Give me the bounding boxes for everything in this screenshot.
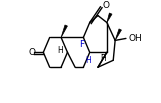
Text: OH: OH [128,34,142,43]
Text: H̅: H̅ [100,54,106,63]
Text: H: H [57,46,63,55]
Polygon shape [115,29,121,40]
Text: O: O [102,1,109,10]
Polygon shape [107,13,112,23]
Polygon shape [61,25,67,37]
Text: O: O [28,48,35,57]
Text: F: F [79,40,84,49]
Text: H: H [85,56,91,65]
